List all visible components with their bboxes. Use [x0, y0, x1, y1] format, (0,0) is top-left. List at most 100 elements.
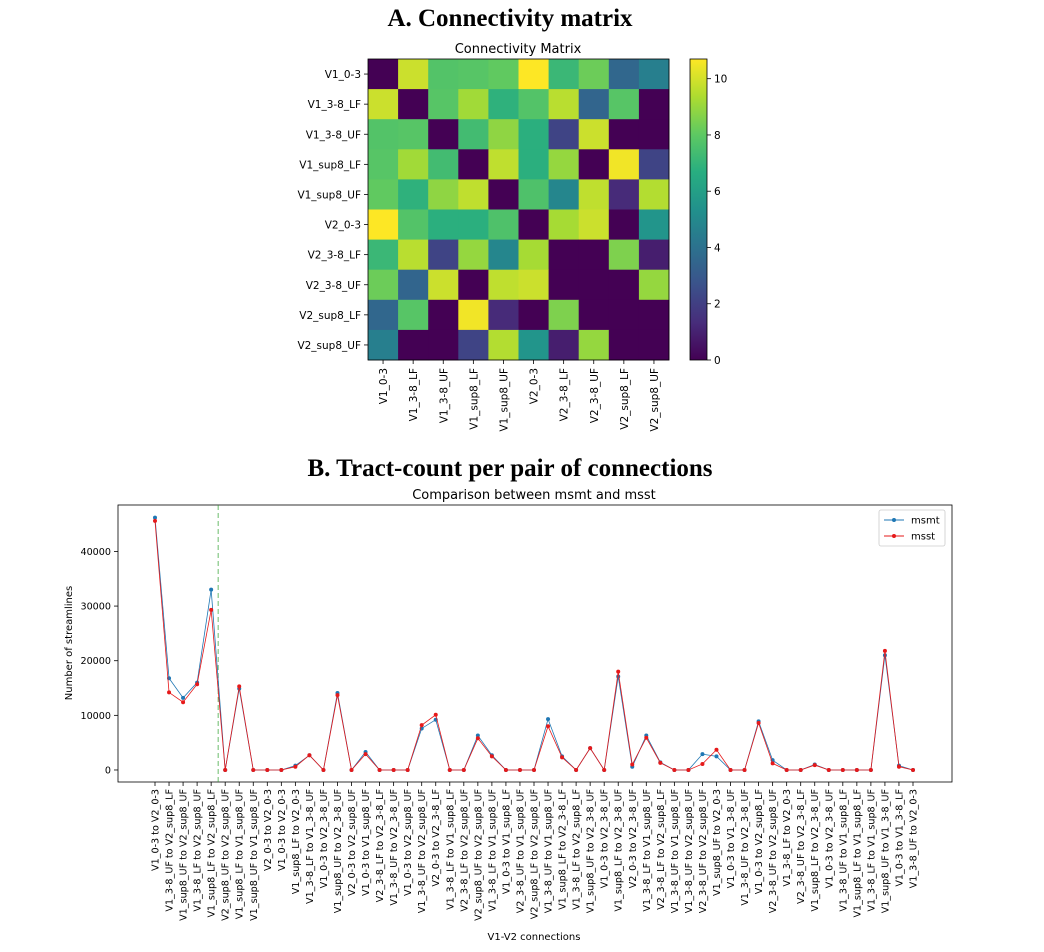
- colorbar-tick-label: 4: [714, 242, 721, 254]
- series-point-msst: [181, 700, 186, 705]
- series-point-msst: [293, 764, 298, 769]
- series-point-msst: [868, 767, 873, 772]
- series-point-msst: [405, 767, 410, 772]
- x-tick-label: V2_sup8_UF to V2_sup8_UF: [221, 789, 232, 921]
- x-tick-label: V2_0-3 to V2_0-3: [263, 789, 274, 871]
- heatmap-cell: [548, 59, 580, 90]
- series-point-msst: [546, 724, 551, 729]
- x-tick-label: V1_sup8_LF to V2_3-8_UF: [614, 789, 625, 912]
- heatmap-cell: [458, 209, 489, 240]
- heatmap-cell: [518, 209, 549, 240]
- connectivity-heatmap: Connectivity Matrix V1_0-3 V1_3-8_LF V1_3-…: [297, 42, 727, 432]
- heatmap-cell: [458, 179, 489, 210]
- x-tick-label: V1_0-3 to V1_sup8_LF: [501, 789, 512, 894]
- heatmap-row-label: V1_0-3: [325, 69, 361, 81]
- heatmap-cell: [638, 239, 670, 271]
- series-point-msst: [532, 767, 536, 772]
- x-tick-label: V1_0-3 to V2_3-8_UF: [824, 789, 835, 888]
- x-tick-label: V1_0-3 to V2_sup8_LF: [754, 789, 765, 894]
- heatmap-cell: [458, 329, 489, 361]
- panel-a-title: A. Connectivity matrix: [387, 5, 633, 32]
- heatmap-cell: [638, 329, 670, 361]
- series-point-msst: [223, 767, 228, 772]
- heatmap-cell: [398, 149, 429, 180]
- heatmap-cell: [518, 329, 549, 361]
- x-tick-label: V2_3-8_UF to V2_sup8_UF: [698, 789, 709, 913]
- series-point-msmt: [616, 674, 621, 679]
- y-tick-label: 0: [105, 765, 111, 776]
- heatmap-cell: [368, 149, 399, 180]
- x-tick-label: V1_3-8_UF to V2_sup8_UF: [684, 789, 695, 913]
- x-tick-label: V1_3-8_LF to V1_sup8_UF: [642, 789, 653, 912]
- series-point-msmt: [700, 752, 705, 757]
- line-plot-frame: [117, 504, 953, 783]
- series-point-msst: [658, 760, 663, 765]
- series-point-msst: [363, 752, 368, 757]
- colorbar: [689, 58, 708, 361]
- heatmap-cell: [548, 329, 580, 361]
- x-tick-label: V1_sup8_LF to V1_sup8_UF: [235, 789, 246, 919]
- heatmap-cell: [428, 209, 459, 240]
- heatmap-row-label: V1_3-8_LF: [308, 99, 361, 111]
- heatmap-frame: [367, 58, 670, 361]
- heatmap-cell: [458, 59, 489, 90]
- heatmap-cell: [578, 209, 610, 240]
- x-tick-label: V1_3-8_UF to V1_sup8_UF: [670, 789, 681, 913]
- heatmap-cell: [518, 299, 549, 331]
- series-point-msst: [195, 682, 200, 687]
- x-tick-label: V1_sup8_LF to V2_3-8_UF: [810, 789, 821, 912]
- x-tick-label: V1_3-8_UF to V2_3-8_UF: [389, 789, 400, 906]
- heatmap-cell: [368, 119, 399, 150]
- heatmap-cell: [518, 179, 549, 210]
- x-tick-label: V1_sup8_UF to V2_3-8_UF: [333, 789, 344, 913]
- heatmap-cell: [458, 239, 489, 271]
- heatmap-row-label: V2_3-8_LF: [308, 250, 361, 262]
- x-tick-label: V1_3-8_UF to V2_sup8_LF: [165, 789, 176, 912]
- heatmap-cell: [488, 119, 519, 150]
- series-point-msst: [321, 767, 326, 772]
- heatmap-cell: [608, 149, 640, 180]
- colorbar-tick-label: 0: [714, 355, 721, 367]
- series-point-msst: [503, 767, 508, 772]
- series-point-msst: [574, 767, 579, 772]
- heatmap-cell: [368, 89, 399, 120]
- series-point-msst: [153, 518, 157, 523]
- heatmap-cell: [428, 59, 459, 90]
- heatmap-cell: [458, 89, 489, 120]
- x-axis-label: V1-V2 connections: [488, 932, 581, 943]
- heatmap-cell: [608, 329, 640, 361]
- x-tick-label: V1_3-8_UF to V1_sup8_UF: [544, 789, 555, 913]
- y-tick-label: 30000: [80, 602, 111, 613]
- heatmap-cell: [638, 59, 670, 90]
- heatmap-column-label: V1_3-8_UF: [438, 368, 450, 423]
- heatmap-cell: [368, 179, 399, 210]
- x-tick-label: V2_sup8_UF to V2_sup8_UF: [473, 789, 484, 921]
- heatmap-cell: [428, 149, 459, 180]
- x-tick-label: V1_3-8_LF to V1_sup8_UF: [487, 789, 498, 912]
- x-tick-label: V2_3-8_UF to V2_sup8_UF: [768, 789, 779, 913]
- x-tick-label: V2_3-8_LF to V2_sup8_LF: [656, 789, 667, 910]
- heatmap-cell: [458, 299, 489, 331]
- series-point-msst: [616, 669, 621, 674]
- series-point-msst: [798, 767, 803, 772]
- heatmap-cell: [578, 149, 610, 180]
- series-line-msst: [154, 520, 914, 772]
- series-point-msst: [728, 767, 733, 772]
- heatmap-cell: [578, 89, 610, 120]
- series-point-msst: [167, 690, 172, 695]
- y-tick-label: 40000: [80, 547, 111, 558]
- line-x-ticks: V1_0-3 to V2_0-3 V1_3-8_UF to V2_sup8_LF V…: [151, 782, 920, 921]
- heatmap-cell: [398, 209, 429, 240]
- heatmap-cell: [398, 119, 429, 150]
- heatmap-cell: [518, 89, 549, 120]
- x-tick-label: V1_3-8_LF to V2_sup8_UF: [193, 789, 204, 912]
- x-tick-label: V1_sup8_UF to V2_0-3: [712, 789, 723, 896]
- heatmap-cell: [428, 299, 459, 331]
- heatmap-cell: [548, 149, 580, 180]
- series-point-msst: [714, 747, 719, 752]
- heatmap-cell: [578, 59, 610, 90]
- heatmap-cell: [368, 329, 399, 361]
- x-tick-label: V1_3-8_LF to V2_sup8_LF: [572, 789, 583, 910]
- series-point-msst: [209, 607, 214, 612]
- x-tick-label: V1_0-3 to V1_sup8_UF: [361, 789, 372, 896]
